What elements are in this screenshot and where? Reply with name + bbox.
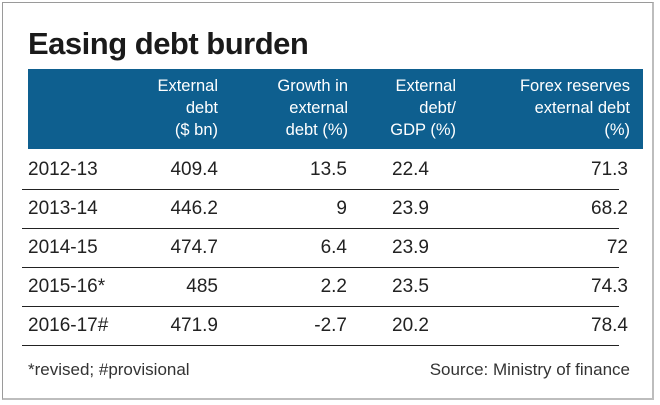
- chart-title: Easing debt burden: [28, 26, 309, 61]
- header-line: Forex reserves: [519, 77, 630, 95]
- header-line: Growth in: [277, 77, 348, 95]
- table-cell: 20.2: [392, 315, 429, 336]
- chart-frame: [2, 2, 654, 400]
- row-year: 2013-14: [28, 198, 98, 219]
- table-cell: 409.4: [170, 159, 218, 180]
- header-line: ($ bn): [174, 121, 218, 139]
- header-forex: Forex reserves external debt (%): [456, 75, 630, 141]
- table-cell: 72: [606, 237, 628, 258]
- header-growth: Growth in external debt (%): [218, 75, 348, 141]
- table-cell: 485: [186, 276, 218, 297]
- row-year: 2012-13: [28, 159, 98, 180]
- header-line: debt (%): [285, 121, 348, 139]
- table-cell: 74.3: [591, 276, 628, 297]
- header-line: debt: [185, 99, 218, 117]
- row-year: 2014-15: [28, 237, 98, 258]
- row-year: 2016-17#: [28, 315, 109, 336]
- table-cell: -2.7: [314, 315, 347, 336]
- header-line: debt/: [419, 99, 456, 117]
- table-cell: 23.5: [392, 276, 429, 297]
- header-line: GDP (%): [390, 121, 456, 139]
- table-cell: 71.3: [591, 159, 628, 180]
- table-cell: 23.9: [392, 198, 429, 219]
- table-cell: 78.4: [591, 315, 628, 336]
- footnote: *revised; #provisional: [28, 360, 190, 379]
- header-line: (%): [604, 121, 630, 139]
- table-row: 2013-14 446.2 9 23.9 68.2: [22, 189, 628, 229]
- table-cell: 2.2: [320, 276, 347, 297]
- header-line: external: [289, 99, 348, 117]
- table-header: External debt ($ bn) Growth in external …: [28, 69, 643, 149]
- header-line: external debt: [534, 99, 630, 117]
- table-cell: 9: [336, 198, 347, 219]
- header-line: External: [395, 77, 456, 95]
- header-external-debt: External debt ($ bn): [28, 75, 218, 141]
- header-debt-gdp: External debt/ GDP (%): [348, 75, 456, 141]
- table-cell: 23.9: [392, 237, 429, 258]
- table-row: 2016-17# 471.9 -2.7 20.2 78.4: [22, 306, 628, 346]
- row-year: 2015-16*: [28, 276, 106, 297]
- table-cell: 13.5: [310, 159, 347, 180]
- source-note: Source: Ministry of finance: [429, 360, 630, 379]
- table-row: 2012-13 409.4 13.5 22.4 71.3: [22, 150, 628, 190]
- header-line: External: [157, 77, 218, 95]
- table-cell: 68.2: [591, 198, 628, 219]
- table-row: 2014-15 474.7 6.4 23.9 72: [22, 228, 628, 268]
- table-row: 2015-16* 485 2.2 23.5 74.3: [22, 267, 628, 307]
- table-cell: 446.2: [170, 198, 218, 219]
- table-cell: 471.9: [170, 315, 218, 336]
- table-cell: 6.4: [320, 237, 347, 258]
- table-cell: 22.4: [392, 159, 429, 180]
- table-cell: 474.7: [170, 237, 218, 258]
